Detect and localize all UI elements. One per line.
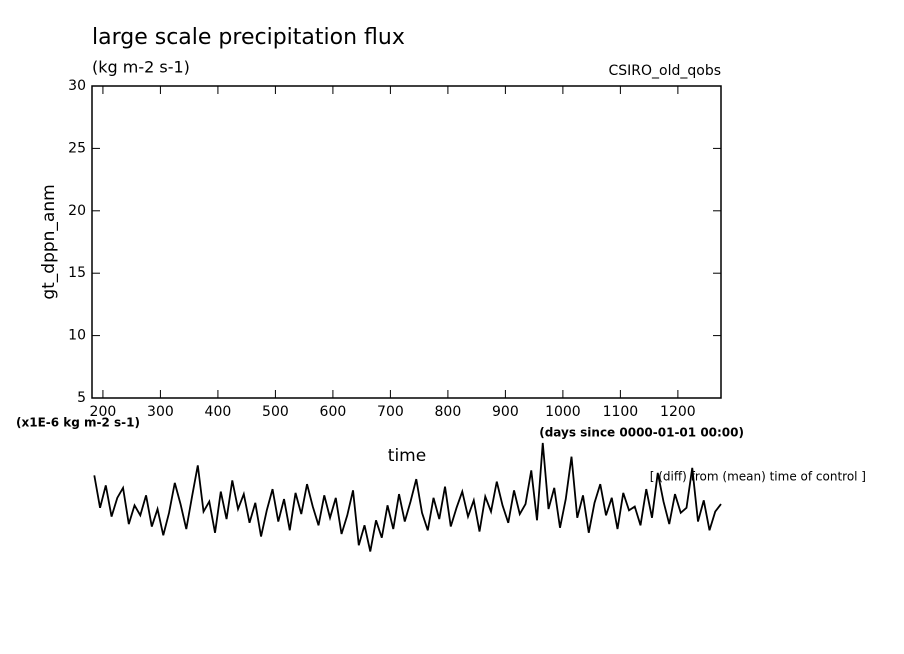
- y-unit-note: (x1E-6 kg m-2 s-1): [16, 416, 140, 430]
- x-tick-label: 400: [205, 404, 232, 420]
- plot-frame: [91, 85, 722, 399]
- x-unit-note: (days since 0000-01-01 00:00): [539, 426, 744, 440]
- x-tick-label: 300: [147, 404, 174, 420]
- x-tick-label: 1100: [603, 404, 639, 420]
- x-tick-label: 200: [90, 404, 117, 420]
- dataset-label: CSIRO_old_qobs: [608, 63, 721, 79]
- x-tick-label: 900: [492, 404, 519, 420]
- x-tick-label: 600: [320, 404, 347, 420]
- x-tick-label: 700: [377, 404, 404, 420]
- data-line: [93, 442, 722, 552]
- x-axis-label: time: [388, 446, 426, 466]
- x-tick-label: 1200: [660, 404, 696, 420]
- y-tick-label: 30: [68, 78, 86, 94]
- y-tick-label: 25: [68, 140, 86, 156]
- y-tick-label: 20: [68, 203, 86, 219]
- y-tick-label: 15: [68, 265, 86, 281]
- chart-subtitle: (kg m-2 s-1): [92, 58, 190, 77]
- y-tick-label: 5: [77, 390, 86, 406]
- annotation: [ (diff) from (mean) time of control ]: [650, 470, 866, 484]
- x-tick-label: 800: [435, 404, 462, 420]
- y-tick-label: 10: [68, 328, 86, 344]
- x-tick-label: 500: [262, 404, 289, 420]
- y-axis-label: gt_dppn_anm: [39, 184, 59, 299]
- chart-title: large scale precipitation flux: [92, 25, 405, 50]
- x-tick-label: 1000: [545, 404, 581, 420]
